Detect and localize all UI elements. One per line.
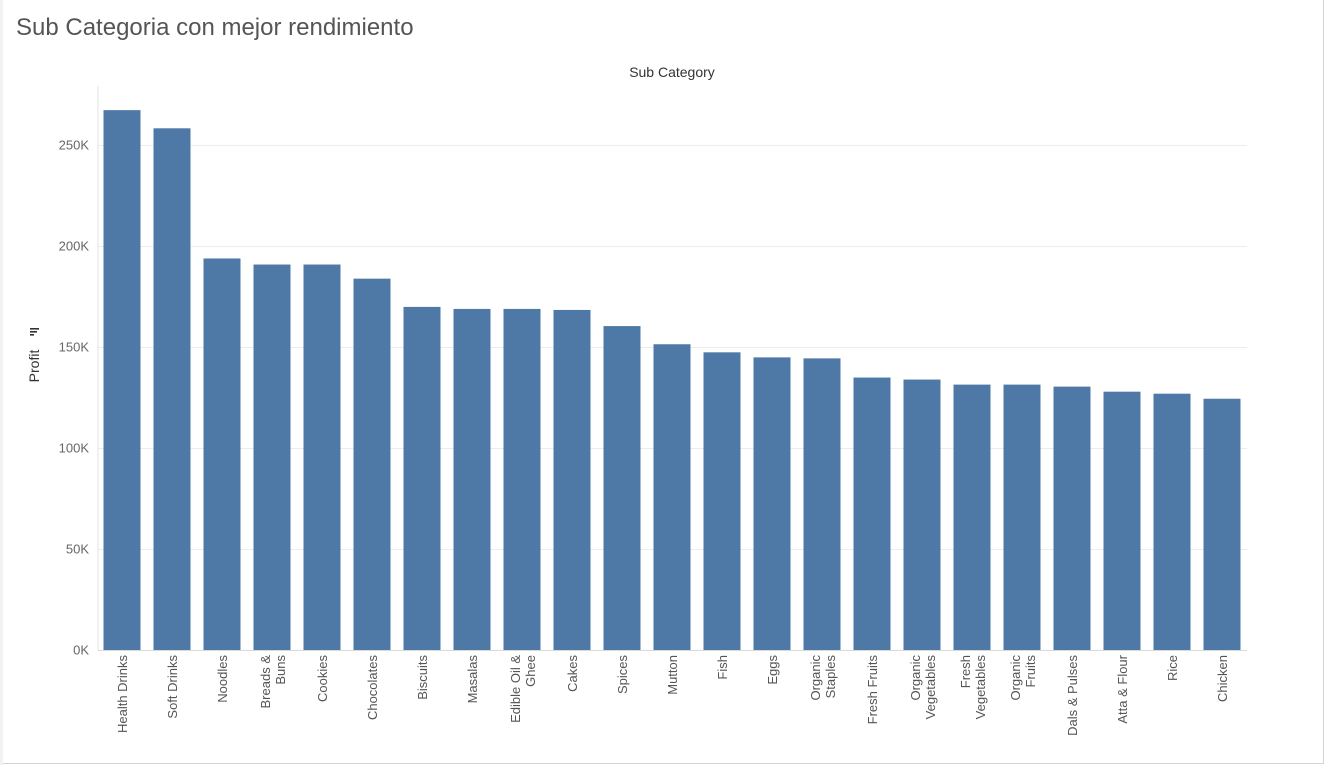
x-tick-label-group: Dals & Pulses — [1065, 655, 1080, 736]
x-tick-label: Organic — [808, 655, 823, 701]
x-tick-label: Staples — [823, 655, 838, 699]
bar[interactable] — [353, 278, 391, 650]
bar[interactable] — [703, 352, 741, 650]
x-tick-label-group: Organic Staples — [808, 655, 838, 701]
y-tick-label: 0K — [73, 643, 89, 658]
bar[interactable] — [503, 308, 541, 650]
y-tick-label: 100K — [59, 441, 90, 456]
x-tick-label: Eggs — [765, 655, 780, 685]
x-tick-label: Spices — [615, 655, 630, 695]
x-tick-label: Vegetables — [973, 655, 988, 720]
x-axis: Health Drinks Soft Drinks Noodles Breads & B… — [98, 650, 1247, 736]
x-tick-label: Organic — [1008, 655, 1023, 701]
bar[interactable] — [453, 308, 491, 650]
x-tick-label: Vegetables — [923, 655, 938, 720]
x-tick-label-group: Edible Oil & Ghee — [508, 655, 538, 723]
x-tick-label-group: Eggs — [765, 655, 780, 685]
y-axis-title-group[interactable]: Profit — [26, 328, 42, 382]
x-tick-label: Soft Drinks — [165, 655, 180, 719]
y-tick-label: 250K — [59, 138, 90, 153]
x-axis-title: Sub Category — [629, 64, 715, 80]
x-tick-label: Fresh Fruits — [865, 655, 880, 725]
bar[interactable] — [753, 357, 791, 650]
x-tick-label-group: Soft Drinks — [165, 655, 180, 719]
x-tick-label: Organic — [908, 655, 923, 701]
bar[interactable] — [1103, 391, 1141, 650]
x-tick-label-group: Fresh Vegetables — [958, 655, 988, 720]
x-tick-label-group: Spices — [615, 655, 630, 695]
bar[interactable] — [1053, 386, 1091, 650]
page-title: Sub Categoria con mejor rendimiento — [16, 14, 414, 41]
y-axis-title[interactable]: Profit — [26, 350, 42, 383]
x-tick-label-group: Rice — [1165, 655, 1180, 681]
x-tick-label: Fish — [715, 655, 730, 680]
y-axis: 0K 50K 100K 150K 200K 250K — [59, 86, 99, 658]
y-tick-label: 150K — [59, 340, 90, 355]
bar[interactable] — [403, 306, 441, 650]
x-tick-label-group: Organic Vegetables — [908, 655, 938, 720]
x-tick-label: Fruits — [1023, 655, 1038, 688]
y-tick-label: 200K — [59, 239, 90, 254]
bar[interactable] — [203, 258, 241, 650]
sort-icon-bar — [30, 331, 37, 333]
x-tick-label: Edible Oil & — [508, 655, 523, 723]
bar[interactable] — [303, 264, 341, 650]
bar[interactable] — [1153, 393, 1191, 650]
bar[interactable] — [153, 128, 191, 651]
x-tick-label: Chicken — [1215, 655, 1230, 702]
x-tick-label: Atta & Flour — [1115, 654, 1130, 723]
bar[interactable] — [903, 379, 941, 650]
bar[interactable] — [103, 110, 141, 651]
bar[interactable] — [653, 344, 691, 650]
bar[interactable] — [603, 326, 641, 650]
x-tick-label: Ghee — [523, 655, 538, 687]
x-tick-label: Fresh — [958, 655, 973, 688]
x-tick-label: Chocolates — [365, 655, 380, 721]
sort-icon-bar — [30, 328, 39, 330]
x-tick-label-group: Mutton — [665, 655, 680, 695]
left-edge — [0, 0, 3, 765]
bar[interactable] — [1203, 398, 1241, 650]
x-tick-label: Masalas — [465, 655, 480, 704]
y-tick-label: 50K — [66, 542, 89, 557]
x-tick-label-group: Organic Fruits — [1008, 655, 1038, 701]
x-tick-label: Cookies — [315, 655, 330, 702]
bar[interactable] — [953, 384, 991, 650]
bar[interactable] — [553, 309, 591, 650]
sort-icon-bar — [30, 334, 34, 336]
x-tick-label: Dals & Pulses — [1065, 655, 1080, 736]
x-tick-label: Rice — [1165, 655, 1180, 681]
x-tick-label-group: Breads & Buns — [258, 655, 288, 709]
sort-descending-icon[interactable] — [30, 328, 39, 336]
x-tick-label-group: Masalas — [465, 655, 480, 704]
x-tick-label: Biscuits — [415, 655, 430, 700]
bar[interactable] — [803, 358, 841, 650]
x-tick-label-group: Health Drinks — [115, 655, 130, 734]
x-tick-label-group: Cakes — [565, 655, 580, 692]
x-tick-label: Health Drinks — [115, 655, 130, 734]
bars — [103, 110, 1241, 651]
x-tick-label-group: Fish — [715, 655, 730, 680]
x-tick-label: Noodles — [215, 655, 230, 703]
x-tick-label-group: Biscuits — [415, 655, 430, 700]
x-tick-label-group: Atta & Flour — [1115, 654, 1130, 723]
x-tick-label-group: Fresh Fruits — [865, 655, 880, 725]
bar[interactable] — [1003, 384, 1041, 650]
x-tick-label-group: Noodles — [215, 655, 230, 703]
x-tick-label-group: Cookies — [315, 655, 330, 702]
x-tick-label: Mutton — [665, 655, 680, 695]
bar[interactable] — [253, 264, 291, 650]
x-tick-label: Buns — [273, 655, 288, 685]
x-tick-label: Breads & — [258, 655, 273, 709]
x-tick-label-group: Chocolates — [365, 655, 380, 721]
x-tick-label: Cakes — [565, 655, 580, 692]
x-tick-label-group: Chicken — [1215, 655, 1230, 702]
bar[interactable] — [853, 377, 891, 650]
